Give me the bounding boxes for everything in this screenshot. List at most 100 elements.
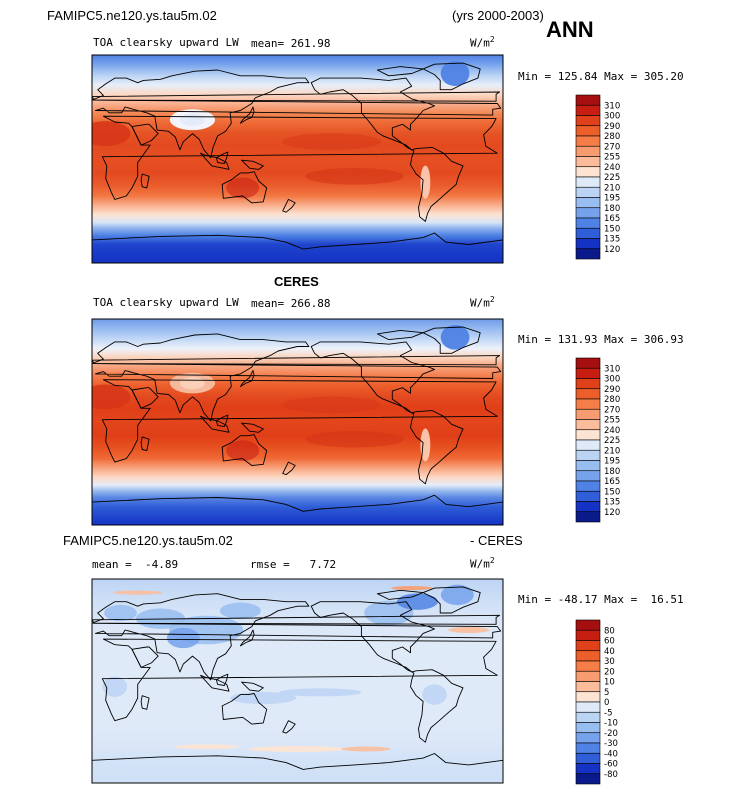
coastline-madagascar xyxy=(140,695,150,710)
field-blob xyxy=(92,384,131,410)
coastline-namerica xyxy=(310,601,435,673)
coastline-arabia xyxy=(131,123,159,146)
colorbar-swatch xyxy=(575,166,601,178)
coastline-newguinea xyxy=(241,159,264,170)
colorbar-level-label: 30 xyxy=(604,657,615,667)
coastline-islands_arctic xyxy=(376,589,424,600)
coastline-australia xyxy=(221,171,268,204)
colorbar-level-label: 195 xyxy=(604,194,620,204)
colorbar-swatch xyxy=(575,197,601,209)
coastline-samerica xyxy=(410,146,464,222)
coastline-africa xyxy=(101,115,498,200)
colorbar-swatch xyxy=(575,629,601,641)
coastline-newguinea xyxy=(241,422,264,433)
colorbar-level-label: 240 xyxy=(604,163,620,173)
colorbar-level-label: 0 xyxy=(604,698,609,708)
colorbar-swatch xyxy=(575,490,601,502)
colorbar-level-label: 135 xyxy=(604,498,620,508)
colorbar-level-label: 310 xyxy=(604,101,620,111)
colorbar-swatch xyxy=(575,115,601,127)
coastline-indonesia xyxy=(200,152,230,170)
coastline-madagascar xyxy=(140,436,150,452)
coastline-japan xyxy=(239,370,255,387)
coastline-antarctica xyxy=(92,494,503,525)
coastline-madagascar xyxy=(140,173,150,189)
map-frame xyxy=(91,54,504,264)
colorbar-swatch xyxy=(575,156,601,168)
field-blob xyxy=(180,113,205,126)
colorbar-swatch xyxy=(575,501,601,513)
colorbar-level-label: 20 xyxy=(604,667,615,677)
colorbar-swatch xyxy=(575,619,601,631)
panel3-heading-right: - CERES xyxy=(470,533,523,548)
coastlines xyxy=(92,62,503,263)
colorbar-level-label: 290 xyxy=(604,122,620,132)
field-blob xyxy=(180,376,205,390)
zonal-field xyxy=(92,319,503,525)
season-label: ANN xyxy=(546,17,594,42)
field-blob xyxy=(391,586,433,591)
coastline-samerica xyxy=(410,410,464,485)
colorbar-swatch xyxy=(575,460,601,472)
colorbar-level-label: 300 xyxy=(604,375,620,385)
panel3-rmse: rmse = 7.72 xyxy=(250,558,337,571)
colorbar-swatch xyxy=(575,398,601,410)
colorbar-level-label: 280 xyxy=(604,132,620,142)
colorbar-swatch xyxy=(575,480,601,492)
coastline-islands_arctic xyxy=(376,66,424,77)
colorbar-swatch xyxy=(575,176,601,188)
coastline-australia xyxy=(221,693,268,725)
colorbar-level-label: 80 xyxy=(604,626,615,636)
colorbar-swatch xyxy=(575,449,601,461)
colorbar-level-label: -5 xyxy=(604,708,612,718)
panel3-heading-left: FAMIPC5.ne120.ys.tau5m.02 xyxy=(63,533,233,548)
field-blob xyxy=(113,590,163,595)
coastline-newguinea xyxy=(241,681,264,692)
colorbar-level-label: 150 xyxy=(604,487,620,497)
panel3-map xyxy=(91,578,504,784)
field-blob xyxy=(104,604,137,622)
field-blob xyxy=(448,626,490,634)
colorbar-level-label: 255 xyxy=(604,416,620,426)
field-blob xyxy=(219,602,261,619)
colorbar-swatch xyxy=(575,248,601,260)
field-blob xyxy=(420,428,431,462)
colorbar-level-label: 165 xyxy=(604,477,620,487)
colorbar-level-label: 180 xyxy=(604,204,620,214)
field-blob xyxy=(440,324,470,350)
colorbar-level-label: 270 xyxy=(604,142,620,152)
field-blob xyxy=(226,177,260,199)
colorbar-swatch xyxy=(575,511,601,523)
coastline-namerica xyxy=(310,341,435,414)
field-blob xyxy=(92,121,131,147)
colorbar-level-label: 310 xyxy=(604,364,620,374)
panel2-title: TOA clearsky upward LW xyxy=(93,296,239,309)
colorbar-swatch xyxy=(575,125,601,137)
colorbar-swatch xyxy=(575,763,601,775)
colorbar-swatch xyxy=(575,640,601,652)
field-blob xyxy=(248,745,347,753)
colorbar-level-label: -60 xyxy=(604,760,618,770)
colorbar-level-label: 255 xyxy=(604,153,620,163)
panel3-units: W/m2 xyxy=(470,556,495,571)
colorbar-level-label: 195 xyxy=(604,457,620,467)
coastline-antarctica xyxy=(92,232,503,263)
colorbar-level-label: 225 xyxy=(604,436,620,446)
field-blob xyxy=(305,430,404,448)
panel1-minmax: Min = 125.84 Max = 305.20 xyxy=(518,70,684,83)
colorbar-level-label: 40 xyxy=(604,647,615,657)
colorbar-level-label: 180 xyxy=(604,467,620,477)
colorbar-level-label: 10 xyxy=(604,678,615,688)
colorbar-swatch xyxy=(575,670,601,682)
colorbar-level-label: 135 xyxy=(604,235,620,245)
panel1-map xyxy=(91,54,504,264)
colorbar-swatch xyxy=(575,186,601,198)
colorbar-swatch xyxy=(575,408,601,420)
colorbar-swatch xyxy=(575,378,601,390)
colorbar-swatch xyxy=(575,752,601,764)
colorbar-swatch xyxy=(575,429,601,441)
coastline-europeasia xyxy=(92,333,502,422)
colorbar-swatch xyxy=(575,681,601,693)
panel2-map xyxy=(91,318,504,526)
field-blob xyxy=(102,676,128,697)
